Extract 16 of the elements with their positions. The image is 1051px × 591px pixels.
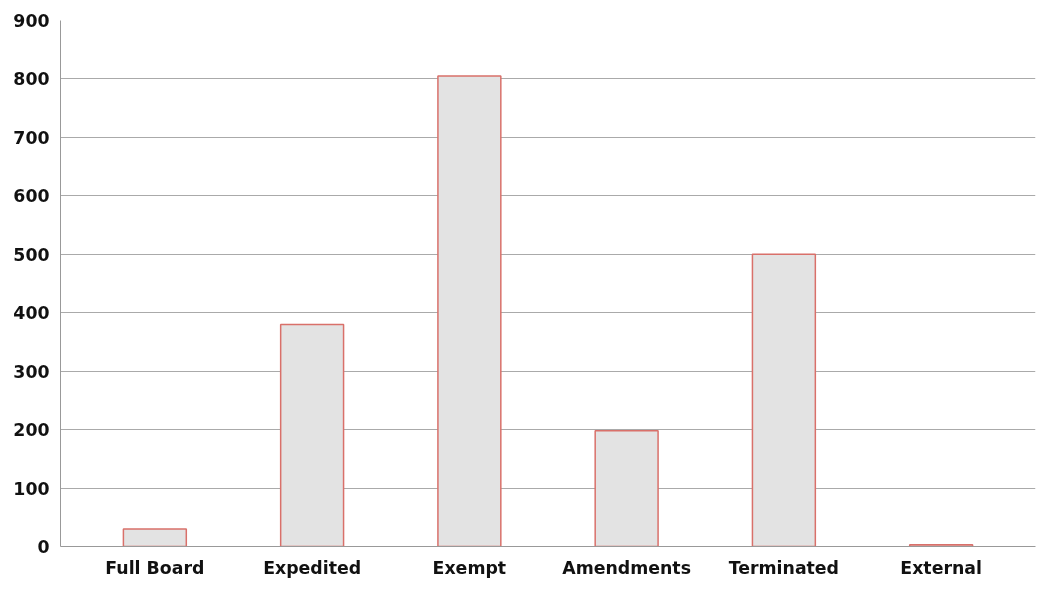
y-tick-label: 900 [13, 11, 50, 31]
x-tick-label: Expedited [263, 557, 362, 578]
y-tick-label: 100 [13, 478, 50, 499]
y-tick-label: 800 [13, 69, 50, 90]
x-tick-label: Exempt [432, 557, 507, 578]
x-tick-label: Terminated [728, 557, 840, 578]
y-tick-label: 400 [13, 303, 50, 324]
y-tick-label: 200 [13, 420, 50, 441]
y-tick-label: 600 [13, 186, 50, 207]
y-tick-label: 700 [13, 127, 50, 148]
x-tick-label: Amendments [562, 557, 691, 578]
y-tick-label: 500 [13, 244, 50, 265]
y-tick-label: 300 [13, 361, 50, 382]
x-tick-label: External [900, 557, 982, 578]
x-tick-label: Full Board [105, 557, 205, 578]
y-tick-label: 0 [37, 537, 50, 557]
